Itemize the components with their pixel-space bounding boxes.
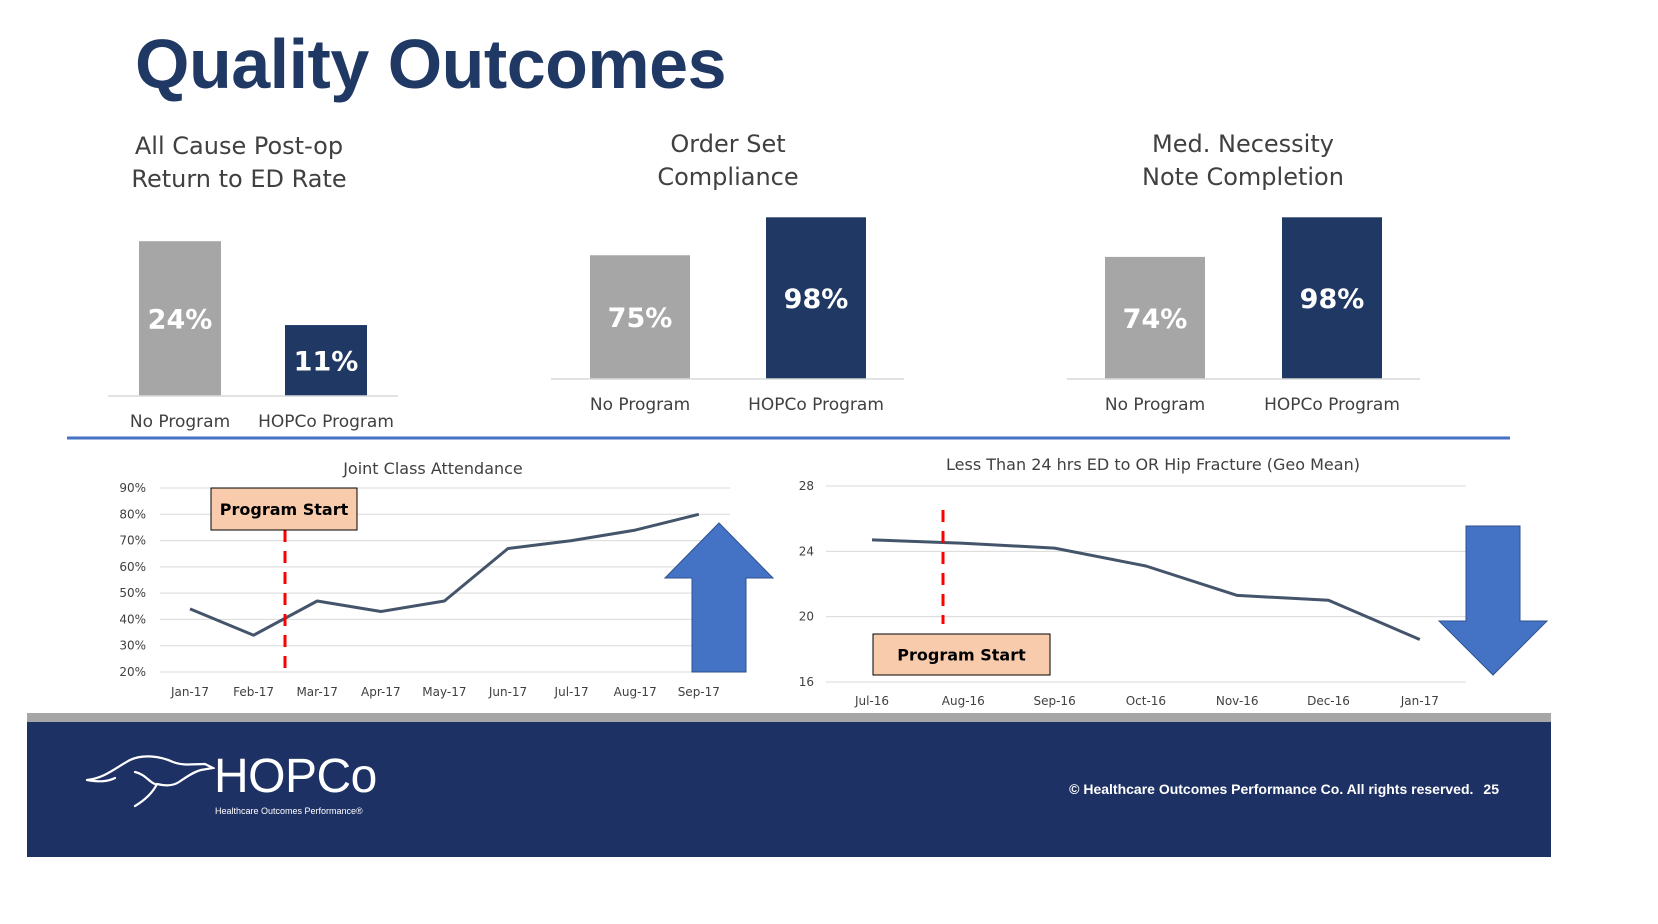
no-program-bar	[139, 241, 221, 396]
x-tick-label: Sep-17	[678, 685, 720, 699]
y-tick-label: 80%	[119, 507, 146, 521]
series-line	[189, 512, 700, 637]
line-chart-2: Less Than 24 hrs ED to OR Hip Fracture (…	[799, 455, 1549, 708]
bar-category-label: HOPCo Program	[748, 395, 884, 415]
x-tick-label: Jan-17	[170, 685, 209, 699]
footer-divider	[27, 713, 1551, 722]
x-tick-label: Jun-17	[488, 685, 527, 699]
bar-chart-title-line: All Cause Post-op	[135, 132, 343, 160]
y-tick-label: 24	[799, 544, 814, 558]
kangaroo-logo-icon	[85, 752, 217, 817]
bar-chart-title-line: Compliance	[657, 163, 798, 191]
x-tick-label: Aug-17	[614, 685, 657, 699]
bar-chart-3: Med. Necessity Note Completion 74% No Progr…	[1067, 130, 1420, 415]
line-chart-1: Joint Class Attendance 20% 30% 40% 50% 60% 70%…	[119, 459, 775, 699]
bar-value-label: 98%	[784, 284, 849, 315]
y-tick-label: 16	[799, 675, 814, 689]
hopco-program-bar	[285, 325, 367, 396]
trend-up-arrow-icon	[663, 522, 775, 673]
bar-category-label: No Program	[590, 395, 690, 415]
y-tick-label: 50%	[119, 586, 146, 600]
bar-category-label: No Program	[130, 412, 230, 432]
no-program-bar	[590, 255, 690, 379]
bar-chart-title-line: Med. Necessity	[1152, 130, 1334, 158]
y-tick-label: 70%	[119, 534, 146, 548]
bar-category-label: HOPCo Program	[258, 412, 394, 432]
x-tick-label: Jan-17	[1400, 694, 1439, 708]
slide-title: Quality Outcomes	[135, 25, 727, 103]
y-tick-label: 90%	[119, 481, 146, 495]
page-number: 25	[1483, 781, 1499, 797]
series-line	[871, 538, 1421, 641]
bar-value-label: 11%	[294, 347, 359, 378]
trend-down-arrow-icon	[1437, 525, 1549, 676]
program-start-callout	[872, 633, 1051, 676]
hopco-program-bar	[766, 217, 866, 379]
bar-chart-1: All Cause Post-op Return to ED Rate 24% No …	[108, 132, 398, 432]
bar-category-label: No Program	[1105, 395, 1205, 415]
program-start-label: Program Start	[220, 500, 349, 519]
bar-value-label: 74%	[1123, 304, 1188, 335]
x-tick-label: Jul-17	[554, 685, 589, 699]
footer-bar: HOPCo Healthcare Outcomes Performance® ©…	[27, 722, 1551, 857]
bar-chart-title-line: Return to ED Rate	[131, 165, 346, 193]
line-chart-title: Joint Class Attendance	[342, 459, 523, 478]
y-tick-label: 40%	[119, 612, 146, 626]
x-tick-label: Apr-17	[361, 685, 401, 699]
bar-value-label: 75%	[608, 303, 673, 334]
bar-chart-title-line: Note Completion	[1142, 163, 1344, 191]
x-tick-label: Sep-16	[1033, 694, 1075, 708]
y-tick-label: 28	[799, 479, 814, 493]
y-tick-label: 60%	[119, 560, 146, 574]
x-tick-label: Feb-17	[233, 685, 274, 699]
y-tick-label: 30%	[119, 639, 146, 653]
x-tick-label: Nov-16	[1216, 694, 1259, 708]
bar-value-label: 24%	[148, 305, 213, 336]
no-program-bar	[1105, 256, 1205, 379]
bar-category-label: HOPCo Program	[1264, 395, 1400, 415]
line-chart-title: Less Than 24 hrs ED to OR Hip Fracture (…	[946, 455, 1360, 474]
y-tick-label: 20%	[119, 665, 146, 679]
copyright-notice: © Healthcare Outcomes Performance Co. Al…	[1069, 781, 1499, 797]
x-tick-label: Oct-16	[1126, 694, 1166, 708]
logo-tagline: Healthcare Outcomes Performance®	[215, 806, 363, 816]
bar-value-label: 98%	[1300, 284, 1365, 315]
logo-wordmark: HOPCo	[214, 750, 377, 803]
x-tick-label: May-17	[422, 685, 466, 699]
bar-chart-2: Order Set Compliance 75% No Program 98% HOPCo…	[551, 130, 904, 415]
hopco-program-bar	[1282, 217, 1382, 379]
x-tick-label: Dec-16	[1307, 694, 1350, 708]
x-tick-label: Aug-16	[942, 694, 985, 708]
copyright-text: © Healthcare Outcomes Performance Co. Al…	[1069, 781, 1474, 797]
program-start-label: Program Start	[897, 646, 1026, 665]
program-start-callout	[210, 487, 358, 531]
bar-chart-title-line: Order Set	[670, 130, 785, 158]
x-tick-label: Mar-17	[296, 685, 337, 699]
y-tick-label: 20	[799, 610, 814, 624]
x-tick-label: Jul-16	[854, 694, 889, 708]
